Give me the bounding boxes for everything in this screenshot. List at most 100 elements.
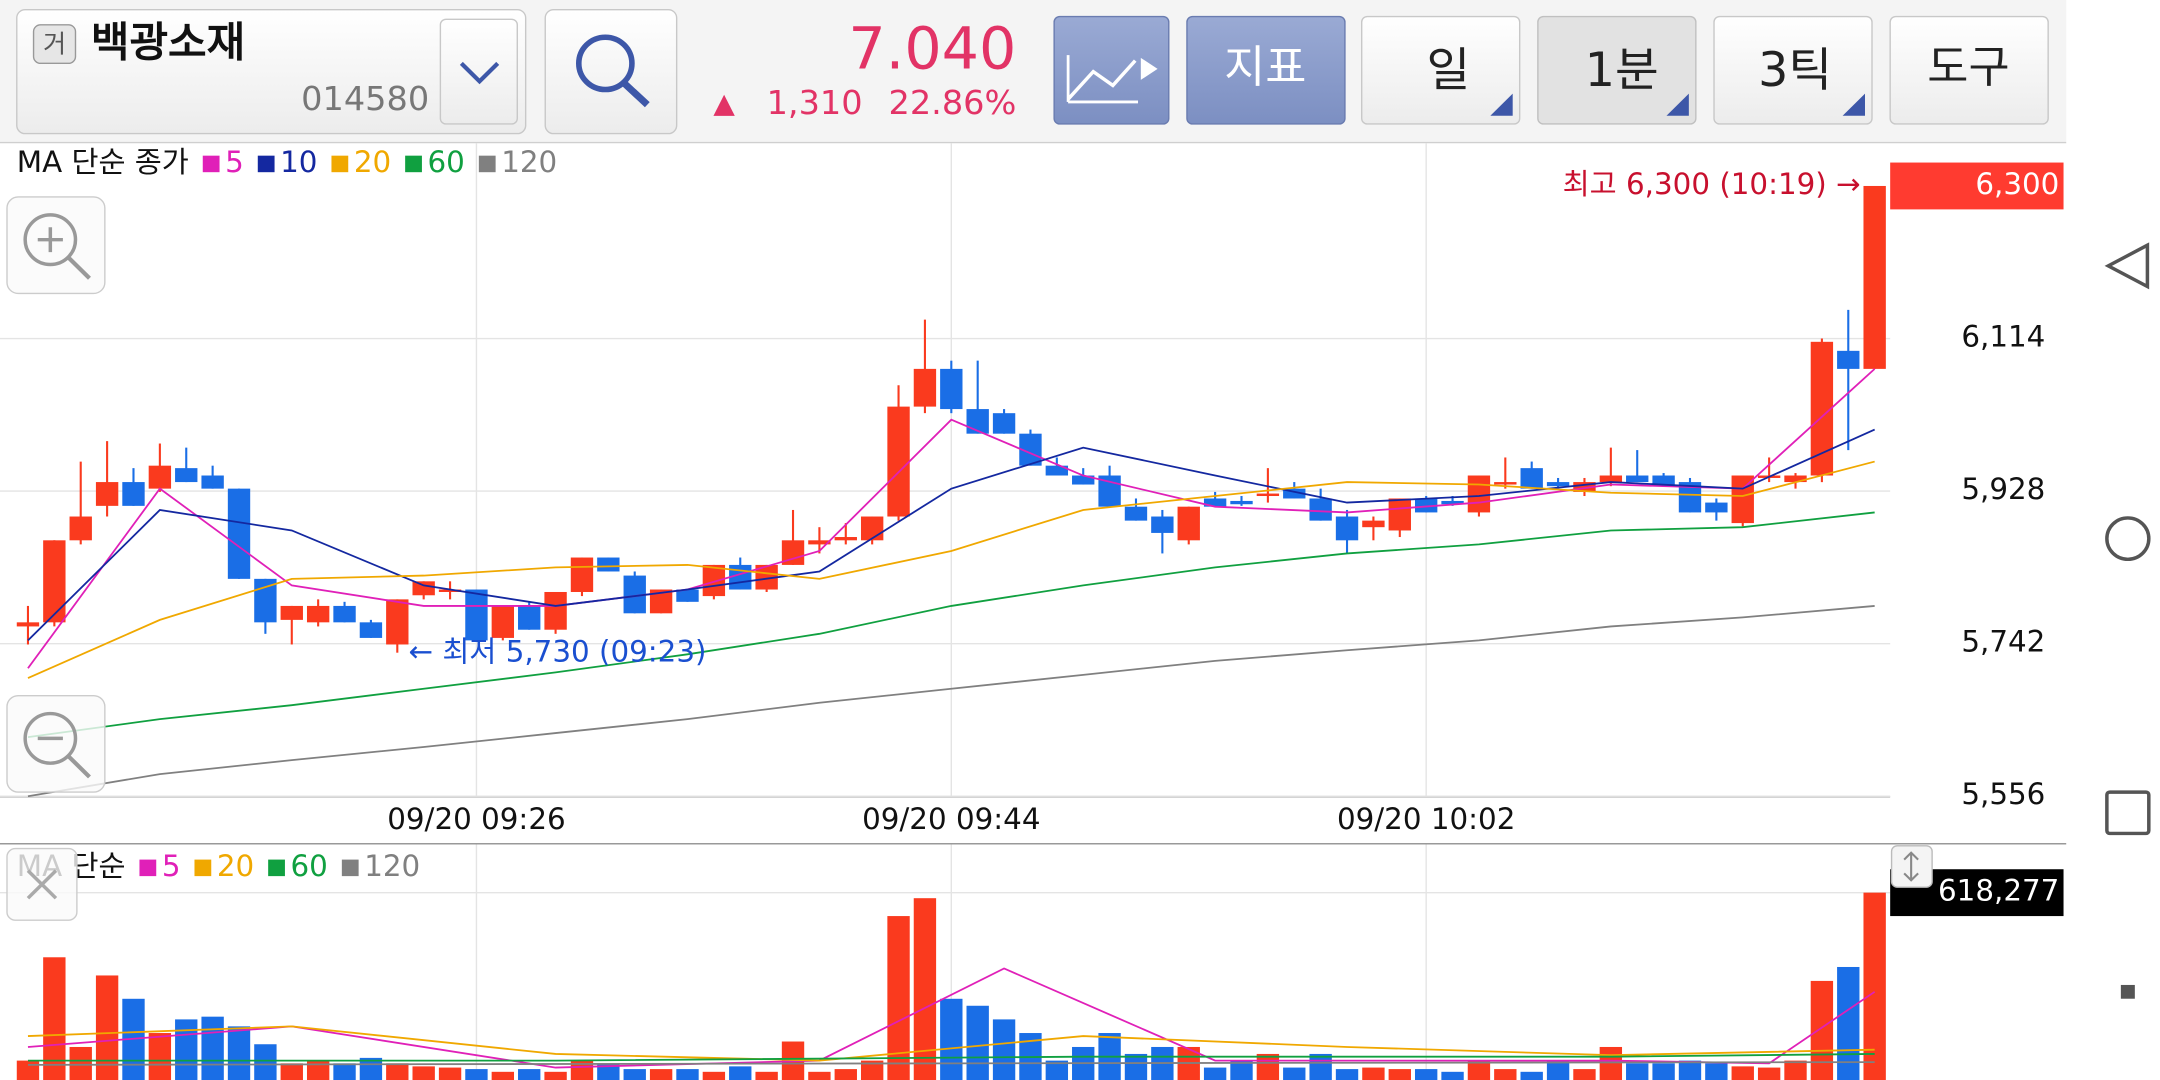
volume-bar — [702, 1071, 726, 1080]
x-tick-label: 09/20 09:44 — [862, 802, 1040, 836]
volume-bar — [1335, 1069, 1359, 1080]
candle-body — [1045, 465, 1069, 476]
volume-bar — [1045, 1060, 1069, 1080]
zoom-in-button[interactable] — [6, 196, 106, 295]
recents-button[interactable] — [2105, 790, 2151, 836]
volume-bar — [386, 1063, 409, 1080]
nav-extra-button[interactable] — [2120, 984, 2135, 999]
volume-bar — [1309, 1053, 1332, 1080]
candle-body — [1151, 516, 1174, 533]
ma-line — [27, 1053, 1875, 1062]
dropdown-button[interactable] — [439, 18, 518, 125]
candle-body — [122, 482, 145, 506]
zoom-out-icon — [67, 754, 91, 779]
last-value-label: 618,277 — [1938, 874, 2059, 908]
legend-label: 5 — [225, 145, 244, 179]
candle-body — [95, 482, 119, 506]
volume-bar — [1283, 1067, 1306, 1080]
minute-button[interactable] — [1537, 15, 1697, 125]
x-tick-label: 09/20 09:26 — [387, 802, 565, 836]
legend-label: 60 — [291, 849, 328, 883]
candle-body — [227, 488, 251, 579]
candle-body — [1467, 475, 1491, 513]
legend-swatch — [405, 155, 422, 173]
candle-body — [1019, 433, 1042, 466]
legend-swatch — [478, 155, 496, 173]
volume-bar — [254, 1044, 277, 1080]
volume-bar — [1230, 1060, 1253, 1080]
candle-body — [702, 564, 726, 597]
chart-layer: 6,114 5,928 5,742 5,556 MA 단순 종가 5 10 20 60 120 09… — [0, 143, 2064, 1080]
candle-body — [438, 589, 462, 592]
volume-bar — [69, 1046, 92, 1080]
indicator-button[interactable] — [1186, 15, 1346, 125]
chart-type-button[interactable] — [1053, 15, 1170, 125]
volume-bar — [518, 1069, 541, 1080]
legend-swatch — [331, 155, 349, 173]
candle-body — [597, 557, 620, 572]
candle-body — [306, 605, 330, 623]
zoom-out-button[interactable] — [6, 694, 106, 793]
volume-bar — [755, 1071, 778, 1080]
legend-swatch — [257, 155, 275, 173]
candle-body — [1520, 468, 1543, 489]
candle-body — [1599, 475, 1623, 483]
candle-body — [570, 557, 594, 592]
stock-selector[interactable] — [16, 8, 527, 135]
tick-button[interactable] — [1713, 15, 1873, 125]
volume-bar — [1203, 1067, 1227, 1080]
volume-bar — [1520, 1071, 1543, 1080]
candle-body — [359, 622, 383, 638]
volume-bar — [1414, 1069, 1438, 1080]
volume-bar — [412, 1066, 435, 1080]
day-button[interactable] — [1361, 15, 1521, 125]
volume-bar — [465, 1069, 488, 1080]
volume-bar — [148, 1033, 172, 1080]
change-arrow: ▲ — [713, 87, 735, 120]
volume-bar — [1388, 1069, 1411, 1080]
home-button[interactable] — [2105, 516, 2151, 562]
market-badge — [32, 24, 77, 65]
volume-bar — [1573, 1069, 1596, 1080]
volume-bar — [1810, 980, 1834, 1080]
candle-body — [1414, 498, 1438, 513]
zoom-in-icon — [67, 256, 91, 280]
chart-icon — [1066, 59, 1137, 101]
candle-body — [1256, 493, 1280, 497]
volume-bar — [623, 1069, 646, 1080]
annotation: ← 최저 5,730 (09:23) — [408, 635, 706, 669]
back-button[interactable] — [2104, 242, 2150, 290]
volume-bar — [676, 1069, 699, 1080]
volume-bar — [43, 957, 66, 1080]
volume-bar — [1678, 1060, 1702, 1080]
legend-swatch — [194, 859, 212, 877]
tools-button[interactable] — [1889, 15, 2049, 125]
candle-body — [69, 516, 92, 541]
candle-body — [992, 413, 1016, 434]
legend-label: 120 — [501, 145, 557, 179]
candle-body — [676, 589, 699, 602]
candle-body — [1203, 498, 1227, 507]
legend-label: 60 — [428, 145, 465, 179]
zoom-out-icon — [23, 711, 78, 765]
candle-body — [1573, 482, 1596, 492]
volume-bar — [913, 898, 937, 1080]
volume-bar — [834, 1069, 857, 1080]
volume-bar — [16, 1060, 40, 1080]
volume-bar — [1256, 1053, 1280, 1080]
candle-body — [43, 540, 66, 623]
volume-bar — [597, 1063, 620, 1080]
ma-line — [27, 605, 1875, 798]
volume-bar — [1784, 1060, 1807, 1080]
volume-bar — [175, 1019, 198, 1080]
search-button[interactable] — [544, 8, 678, 135]
price-change: 1,310 — [767, 83, 863, 122]
candle-body — [1072, 475, 1095, 485]
candle-body — [491, 605, 515, 638]
volume-bar — [808, 1071, 831, 1080]
candle-body — [1705, 502, 1728, 513]
y-tick-label: 6,114 — [1961, 320, 2045, 354]
change-rate: 22.86% — [888, 83, 1016, 122]
volume-bar — [1546, 1060, 1570, 1080]
candle-body — [1810, 341, 1834, 476]
